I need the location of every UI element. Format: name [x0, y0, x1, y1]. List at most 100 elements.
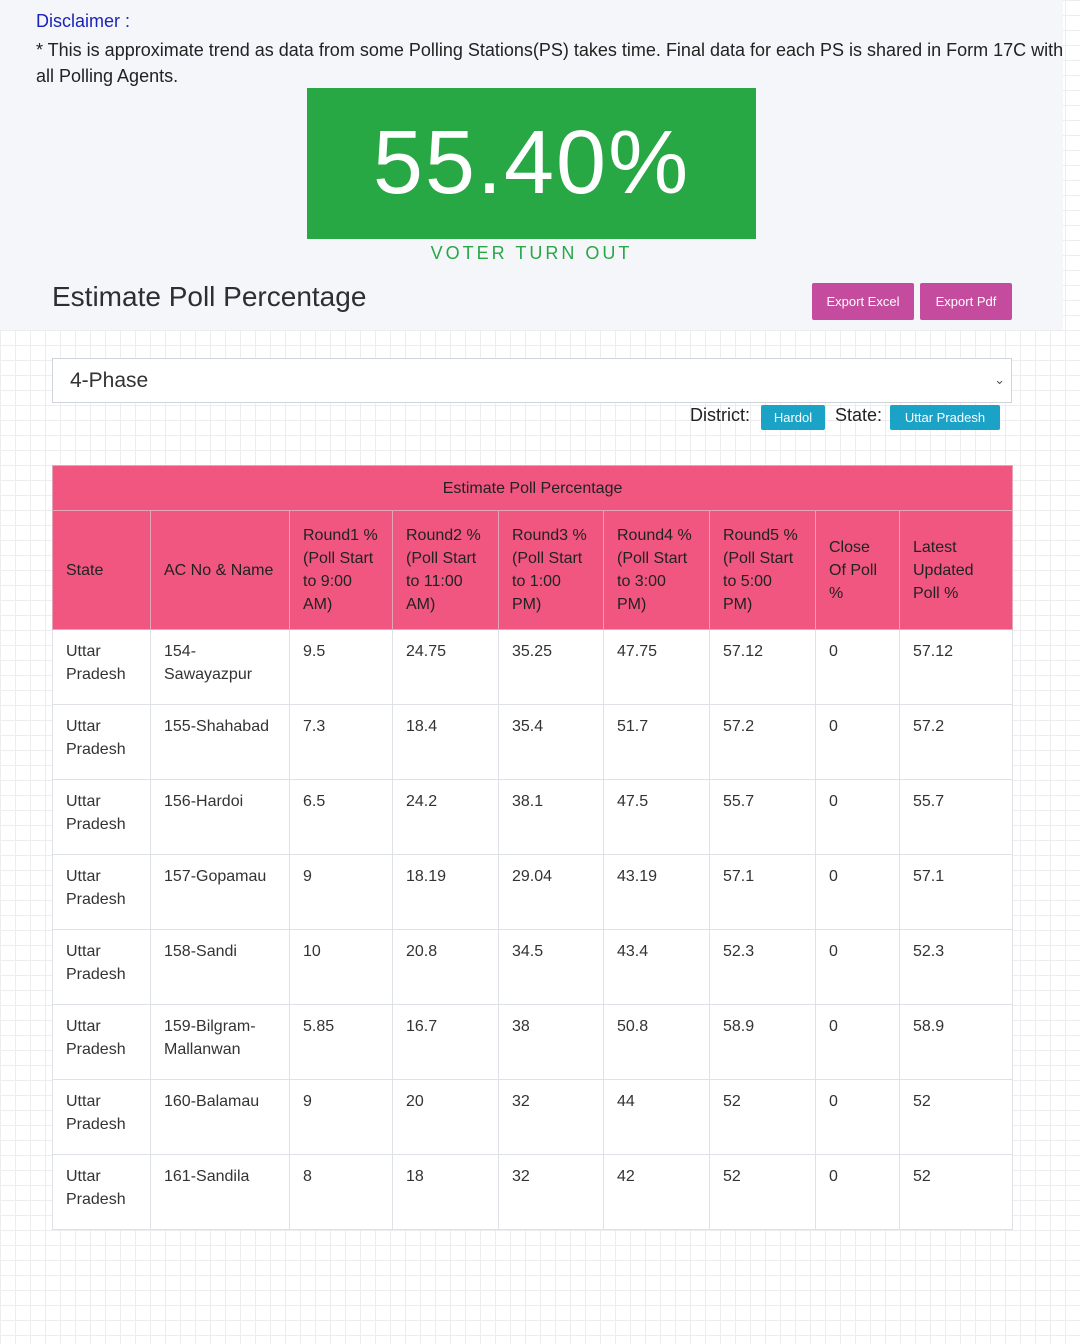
column-header: Round5 % (Poll Start to 5:00 PM)	[709, 510, 816, 630]
column-header: Round3 % (Poll Start to 1:00 PM)	[498, 510, 604, 630]
state-badge: Uttar Pradesh	[890, 405, 1000, 430]
column-header: State	[52, 510, 151, 630]
cell-round1: 9.5	[289, 629, 393, 705]
cell-round5: 52.3	[709, 929, 816, 1005]
cell-round3: 35.4	[498, 704, 604, 780]
cell-round1: 8	[289, 1154, 393, 1230]
cell-round3: 32	[498, 1079, 604, 1155]
table-caption: Estimate Poll Percentage	[51, 465, 1014, 511]
column-header: Close Of Poll %	[815, 510, 900, 630]
cell-round1: 9	[289, 1079, 393, 1155]
cell-round2: 18	[392, 1154, 499, 1230]
cell-round1: 7.3	[289, 704, 393, 780]
cell-round2: 24.2	[392, 779, 499, 855]
cell-close-of-poll: 0	[815, 1079, 900, 1155]
disclaimer-title: Disclaimer :	[36, 11, 131, 31]
cell-round5: 57.2	[709, 704, 816, 780]
cell-latest-poll: 58.9	[898, 1004, 1014, 1080]
column-header: Round4 % (Poll Start to 3:00 PM)	[603, 510, 710, 630]
cell-close-of-poll: 0	[815, 779, 900, 855]
cell-round2: 18.4	[392, 704, 499, 780]
chevron-down-icon: ⌄	[994, 372, 1005, 387]
cell-round3: 32	[498, 1154, 604, 1230]
cell-state: Uttar Pradesh	[52, 629, 151, 705]
cell-round3: 38	[498, 1004, 604, 1080]
table-row: Uttar Pradesh 157-Gopamau 9 18.19 29.04 43.19…	[52, 854, 1014, 930]
cell-latest-poll: 55.7	[898, 779, 1014, 855]
cell-ac-name: 157-Gopamau	[150, 854, 290, 930]
cell-close-of-poll: 0	[815, 854, 900, 930]
cell-close-of-poll: 0	[815, 629, 900, 705]
cell-ac-name: 159-Bilgram-Mallanwan	[150, 1004, 290, 1080]
cell-round5: 58.9	[709, 1004, 816, 1080]
cell-state: Uttar Pradesh	[52, 1154, 151, 1230]
cell-round5: 52	[709, 1079, 816, 1155]
cell-round3: 34.5	[498, 929, 604, 1005]
cell-round4: 43.19	[603, 854, 710, 930]
column-header: AC No & Name	[150, 510, 290, 630]
cell-state: Uttar Pradesh	[52, 929, 151, 1005]
cell-round2: 20.8	[392, 929, 499, 1005]
cell-latest-poll: 52.3	[898, 929, 1014, 1005]
state-label: State:	[835, 405, 883, 425]
cell-state: Uttar Pradesh	[52, 1079, 151, 1155]
page-title: Estimate Poll Percentage	[52, 281, 367, 312]
cell-state: Uttar Pradesh	[52, 779, 151, 855]
cell-round3: 38.1	[498, 779, 604, 855]
district-badge: Hardol	[761, 405, 825, 430]
table-row: Uttar Pradesh 161-Sandila 8 18 32 42 52 0 52	[52, 1154, 1014, 1230]
cell-ac-name: 161-Sandila	[150, 1154, 290, 1230]
cell-ac-name: 158-Sandi	[150, 929, 290, 1005]
cell-state: Uttar Pradesh	[52, 1004, 151, 1080]
cell-round2: 16.7	[392, 1004, 499, 1080]
cell-round4: 44	[603, 1079, 710, 1155]
phase-select-value: 4-Phase	[70, 368, 149, 392]
table-row: Uttar Pradesh 158-Sandi 10 20.8 34.5 43.4 52.3…	[52, 929, 1014, 1005]
cell-latest-poll: 57.2	[898, 704, 1014, 780]
phase-select[interactable]: 4-Phase ⌄	[52, 358, 1012, 403]
cell-round5: 52	[709, 1154, 816, 1230]
table-row: Uttar Pradesh 156-Hardoi 6.5 24.2 38.1 47.5 55…	[52, 779, 1014, 855]
cell-latest-poll: 52	[898, 1079, 1014, 1155]
cell-round5: 57.12	[709, 629, 816, 705]
export-excel-button[interactable]: Export Excel	[812, 283, 914, 320]
cell-close-of-poll: 0	[815, 929, 900, 1005]
poll-table: Estimate Poll Percentage State AC No & Na…	[51, 465, 1014, 1230]
top-panel: Disclaimer : * This is approximate trend…	[0, 0, 1063, 330]
cell-close-of-poll: 0	[815, 1154, 900, 1230]
cell-round1: 10	[289, 929, 393, 1005]
table-row: Uttar Pradesh 160-Balamau 9 20 32 44 52 0 52	[52, 1079, 1014, 1155]
cell-ac-name: 160-Balamau	[150, 1079, 290, 1155]
cell-round1: 5.85	[289, 1004, 393, 1080]
cell-close-of-poll: 0	[815, 1004, 900, 1080]
cell-round2: 20	[392, 1079, 499, 1155]
table-row: Uttar Pradesh 154-Sawayazpur 9.5 24.75 35.25…	[52, 629, 1014, 705]
table-row: Uttar Pradesh 159-Bilgram-Mallanwan 5.85 16…	[52, 1004, 1014, 1080]
turnout-label: VOTER TURN OUT	[430, 243, 633, 263]
cell-close-of-poll: 0	[815, 704, 900, 780]
district-label: District:	[690, 405, 750, 425]
column-header: Round2 % (Poll Start to 11:00 AM)	[392, 510, 499, 630]
table-row: Uttar Pradesh 155-Shahabad 7.3 18.4 35.4 51.7…	[52, 704, 1014, 780]
cell-round2: 24.75	[392, 629, 499, 705]
cell-latest-poll: 52	[898, 1154, 1014, 1230]
cell-latest-poll: 57.1	[898, 854, 1014, 930]
cell-ac-name: 155-Shahabad	[150, 704, 290, 780]
cell-round5: 55.7	[709, 779, 816, 855]
cell-latest-poll: 57.12	[898, 629, 1014, 705]
cell-round2: 18.19	[392, 854, 499, 930]
turnout-value-box: 55.40%	[307, 88, 756, 239]
cell-round1: 9	[289, 854, 393, 930]
cell-state: Uttar Pradesh	[52, 854, 151, 930]
cell-round4: 47.75	[603, 629, 710, 705]
cell-round3: 35.25	[498, 629, 604, 705]
cell-round1: 6.5	[289, 779, 393, 855]
cell-round4: 43.4	[603, 929, 710, 1005]
cell-ac-name: 154-Sawayazpur	[150, 629, 290, 705]
cell-state: Uttar Pradesh	[52, 704, 151, 780]
cell-ac-name: 156-Hardoi	[150, 779, 290, 855]
cell-round3: 29.04	[498, 854, 604, 930]
export-pdf-button[interactable]: Export Pdf	[920, 283, 1012, 320]
cell-round5: 57.1	[709, 854, 816, 930]
disclaimer-text: * This is approximate trend as data from…	[36, 40, 1064, 86]
